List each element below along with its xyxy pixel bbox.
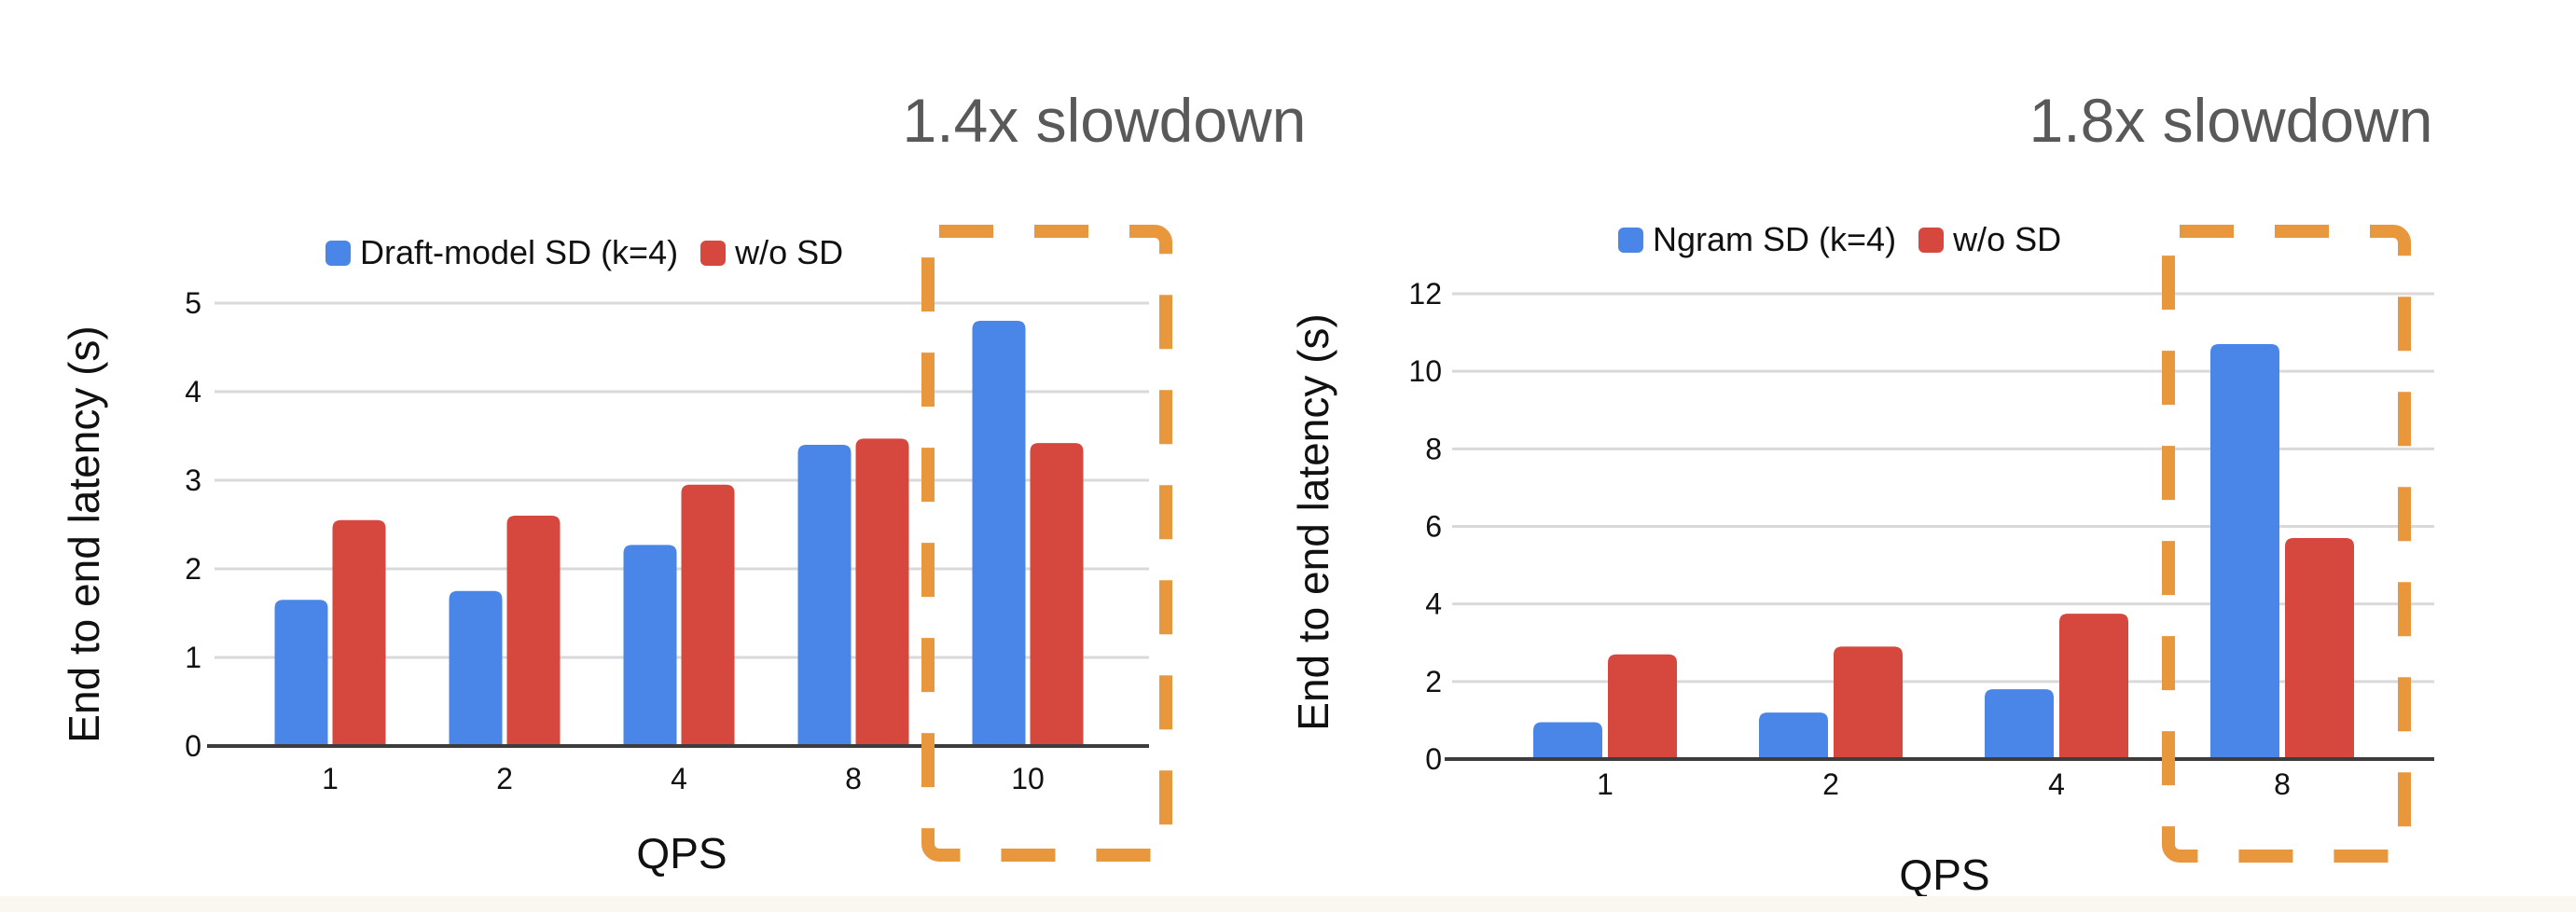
y-tick-label: 1 (185, 641, 201, 674)
bar-series-1-qps-1 (332, 519, 386, 746)
x-tick-label: 8 (2274, 767, 2291, 801)
y-tick-label: 4 (185, 375, 201, 408)
x-tick-label: 1 (1597, 767, 1613, 801)
y-tick-label: 5 (185, 286, 201, 320)
highlight-box (921, 225, 1172, 862)
bar-series-0-qps-4 (1985, 689, 2054, 759)
y-tick-label: 0 (185, 729, 201, 763)
y-tick-label: 8 (1425, 432, 1442, 465)
bar-series-0-qps-2 (449, 590, 503, 746)
x-tick-label: 4 (671, 762, 687, 795)
x-axis-title-right-chart: QPS (1899, 850, 1990, 899)
bar-series-1-qps-2 (506, 516, 561, 746)
y-tick-label: 6 (1425, 510, 1442, 544)
legend-label-wo-sd-left: w/o SD (735, 233, 844, 271)
bar-series-1-qps-2 (1834, 646, 1903, 759)
y-tick-label: 3 (185, 463, 201, 497)
slide-bottom-strip (0, 896, 2576, 912)
bar-series-0-qps-8 (2210, 344, 2279, 759)
bar-series-0-qps-8 (797, 445, 852, 746)
legend-swatch-ngram-sd (1618, 227, 1643, 253)
annotation-right-slowdown: 1.8x slowdown (2029, 86, 2433, 155)
legend-label-draft-model-sd: Draft-model SD (k=4) (360, 233, 679, 271)
x-axis-title-left-chart: QPS (636, 829, 727, 877)
legend-swatch-wo-sd-right (1918, 227, 1945, 253)
x-tick-label: 8 (845, 762, 862, 795)
bar-series-0-qps-10 (972, 321, 1026, 746)
bar-series-1-qps-10 (1030, 443, 1084, 746)
legend-right-chart: Ngram SD (k=4) w/o SD (1618, 220, 2061, 259)
x-tick-label: 1 (322, 762, 339, 795)
y-tick-label: 2 (185, 552, 201, 586)
bar-series-0-qps-1 (1533, 722, 1602, 759)
x-tick-label: 10 (1011, 762, 1045, 795)
bar-series-0-qps-2 (1759, 712, 1828, 759)
legend-left-chart: Draft-model SD (k=4) w/o SD (325, 233, 843, 272)
y-tick-label: 10 (1408, 354, 1442, 388)
bar-series-1-qps-8 (855, 438, 909, 746)
bar-series-0-qps-1 (274, 600, 328, 746)
legend-label-ngram-sd: Ngram SD (k=4) (1653, 220, 1897, 258)
y-tick-label: 0 (1425, 742, 1442, 776)
x-tick-label: 2 (1822, 767, 1839, 801)
bar-series-1-qps-4 (681, 484, 735, 746)
left-latency-chart: 0 1 2 3 4 5 1 2 4 8 10 (185, 225, 1172, 862)
legend-swatch-draft-model-sd (325, 240, 351, 266)
annotation-left-slowdown: 1.4x slowdown (902, 86, 1307, 155)
x-tick-label: 4 (2048, 767, 2065, 801)
y-tick-label: 4 (1425, 587, 1442, 621)
bar-series-0-qps-4 (623, 545, 677, 746)
bar-series-1-qps-8 (2285, 537, 2354, 759)
bar-series-1-qps-4 (2059, 614, 2128, 759)
bar-series-1-qps-1 (1608, 654, 1677, 759)
y-tick-label: 12 (1408, 277, 1442, 311)
legend-label-wo-sd-right: w/o SD (1953, 220, 2062, 258)
legend-swatch-wo-sd-left (700, 240, 727, 266)
y-tick-label: 2 (1425, 665, 1442, 698)
x-tick-label: 2 (496, 762, 513, 795)
highlight-box (2162, 225, 2411, 863)
